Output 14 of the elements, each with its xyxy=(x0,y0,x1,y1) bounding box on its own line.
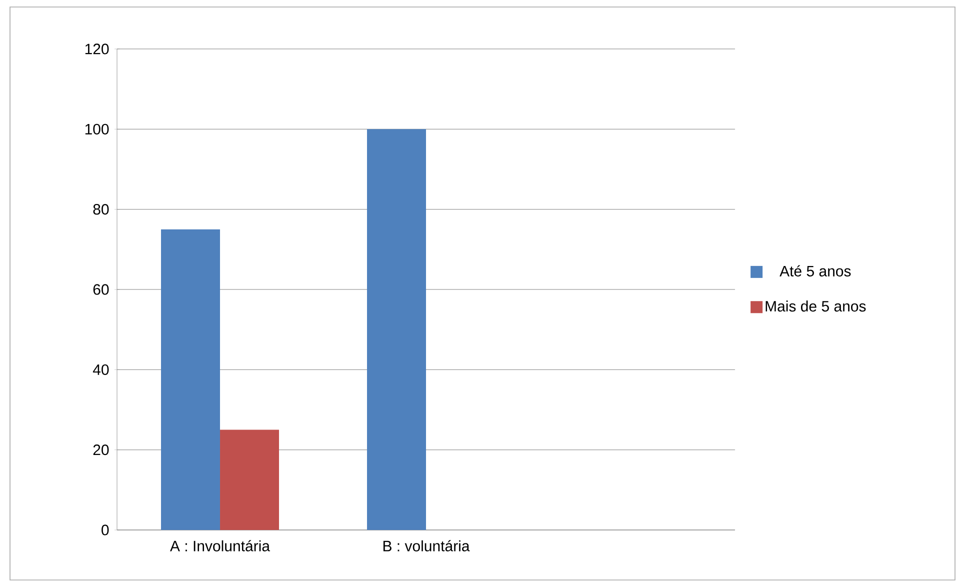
legend-label: Até 5 anos xyxy=(780,265,851,276)
bar xyxy=(220,430,280,530)
y-tick-label: 40 xyxy=(92,364,109,375)
y-tick-label: 100 xyxy=(85,124,109,134)
y-tick-label: 80 xyxy=(93,204,109,215)
y-tick-label: 0 xyxy=(102,524,109,536)
y-tick-label: 60 xyxy=(93,284,109,295)
y-tick-label: 20 xyxy=(93,444,109,456)
bar xyxy=(161,229,220,530)
x-tick-label: A : Involuntária xyxy=(170,540,270,552)
y-tick-label: 120 xyxy=(85,44,109,54)
bar xyxy=(367,129,426,530)
legend-label: Mais de 5 anos xyxy=(766,300,866,312)
x-tick-label: B : voluntária xyxy=(383,540,470,552)
